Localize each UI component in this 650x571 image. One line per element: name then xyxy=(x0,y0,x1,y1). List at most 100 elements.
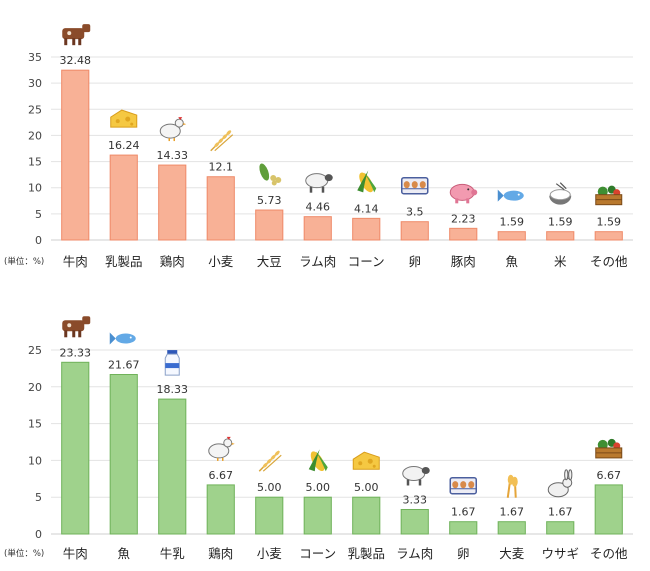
value-label: 1.67 xyxy=(500,506,525,519)
bar xyxy=(546,521,575,535)
rice-bowl-icon xyxy=(549,182,572,205)
bar xyxy=(497,521,526,535)
y-tick-label: 20 xyxy=(28,129,42,142)
chart-1: 0 5 10 15 20 25 30 35 (単位：%) 32.48 牛肉 16.24 乳製品 14.33… xyxy=(4,24,633,269)
bar-group: 21.67 魚 xyxy=(108,332,140,561)
bar xyxy=(206,484,235,535)
value-label: 16.24 xyxy=(108,139,140,152)
category-label: 魚 xyxy=(505,254,518,269)
bar-group: 6.67 その他 xyxy=(590,438,628,561)
bar xyxy=(206,176,235,241)
fish-icon xyxy=(497,189,524,202)
unit-label: (単位：%) xyxy=(4,548,44,559)
y-tick-label: 25 xyxy=(28,103,42,116)
bar-group: 16.24 乳製品 xyxy=(105,109,143,269)
bar xyxy=(158,164,187,241)
chicken-icon xyxy=(159,117,187,142)
bar xyxy=(449,521,478,535)
y-tick-label: 10 xyxy=(28,454,42,467)
bar xyxy=(255,209,284,241)
category-label: ウサギ xyxy=(541,546,579,561)
value-label: 5.00 xyxy=(354,481,379,494)
bar xyxy=(61,69,90,241)
bar xyxy=(352,496,381,535)
pig-icon xyxy=(449,183,478,204)
gridlines xyxy=(51,349,633,535)
value-label: 32.48 xyxy=(60,54,92,67)
bar-group: 5.00 乳製品 xyxy=(347,451,385,561)
bar xyxy=(352,217,381,241)
bar-group: 3.5 卵 xyxy=(400,176,429,269)
bar xyxy=(61,361,90,535)
category-label: その他 xyxy=(590,254,628,269)
fish-icon xyxy=(109,332,136,345)
barley-icon xyxy=(506,474,518,498)
bar-group: 1.67 ウサギ xyxy=(541,469,579,561)
bar xyxy=(497,231,526,241)
bar-group: 1.59 魚 xyxy=(497,189,526,269)
category-label: 大麦 xyxy=(499,546,525,561)
category-label: コーン xyxy=(348,254,385,269)
unit-label: (単位：%) xyxy=(4,256,44,267)
bar xyxy=(303,496,332,535)
category-label: 乳製品 xyxy=(347,546,385,561)
vegetable-crate-icon xyxy=(595,438,623,459)
value-label: 1.59 xyxy=(597,216,622,229)
value-label: 3.33 xyxy=(403,493,428,506)
bar xyxy=(400,508,429,535)
y-tick-label: 5 xyxy=(35,491,42,504)
y-tick-label: 30 xyxy=(28,77,42,90)
bar xyxy=(400,221,429,241)
bar-group: 4.46 ラム肉 xyxy=(299,173,336,269)
category-label: 小麦 xyxy=(208,254,234,269)
bar-group: 12.1 小麦 xyxy=(206,130,235,269)
wheat-icon xyxy=(210,130,234,152)
category-label: 牛乳 xyxy=(160,546,185,561)
sheep-icon xyxy=(305,173,333,193)
category-label: 豚肉 xyxy=(451,254,476,269)
sheep-icon xyxy=(402,465,430,486)
category-label: 大豆 xyxy=(257,254,282,269)
y-tick-label: 15 xyxy=(28,156,42,169)
value-label: 5.00 xyxy=(257,481,282,494)
milk-bottle-icon xyxy=(164,350,180,376)
bar xyxy=(546,231,575,241)
category-label: コーン xyxy=(299,546,336,561)
bar xyxy=(303,216,332,241)
category-label: 牛肉 xyxy=(63,254,88,269)
y-tick-label: 10 xyxy=(28,182,42,195)
gridlines xyxy=(51,56,633,241)
y-tick-label: 0 xyxy=(35,528,42,541)
bar xyxy=(109,154,138,241)
category-label: 小麦 xyxy=(257,546,283,561)
bar xyxy=(158,398,187,535)
y-tick-label: 35 xyxy=(28,51,42,64)
category-label: ラム肉 xyxy=(299,254,336,269)
corn-icon xyxy=(357,170,377,193)
corn-icon xyxy=(308,449,328,472)
bar-group: 18.33 牛乳 xyxy=(157,350,188,561)
egg-carton-icon xyxy=(401,176,429,195)
cow-icon xyxy=(62,316,91,338)
egg-carton-icon xyxy=(449,476,477,495)
vegetable-crate-icon xyxy=(595,185,623,206)
bar xyxy=(255,496,284,535)
value-label: 5.00 xyxy=(306,481,331,494)
soybean-icon xyxy=(259,163,282,186)
y-tick-label: 25 xyxy=(28,344,42,357)
cheese-icon xyxy=(110,109,138,128)
bar-group: 14.33 鶏肉 xyxy=(157,117,188,269)
bar-group: 5.00 コーン xyxy=(299,449,336,561)
category-label: 卵 xyxy=(457,546,470,561)
bar-group: 5.00 小麦 xyxy=(255,450,284,561)
y-tick-label: 15 xyxy=(28,418,42,431)
bar-group: 1.59 その他 xyxy=(590,185,628,269)
rabbit-icon xyxy=(547,469,573,498)
value-label: 1.59 xyxy=(548,216,573,229)
category-label: ラム肉 xyxy=(396,546,433,561)
bar-group: 5.73 大豆 xyxy=(255,163,284,269)
value-label: 21.67 xyxy=(108,359,140,372)
value-label: 1.67 xyxy=(451,506,476,519)
value-label: 1.67 xyxy=(548,506,573,519)
